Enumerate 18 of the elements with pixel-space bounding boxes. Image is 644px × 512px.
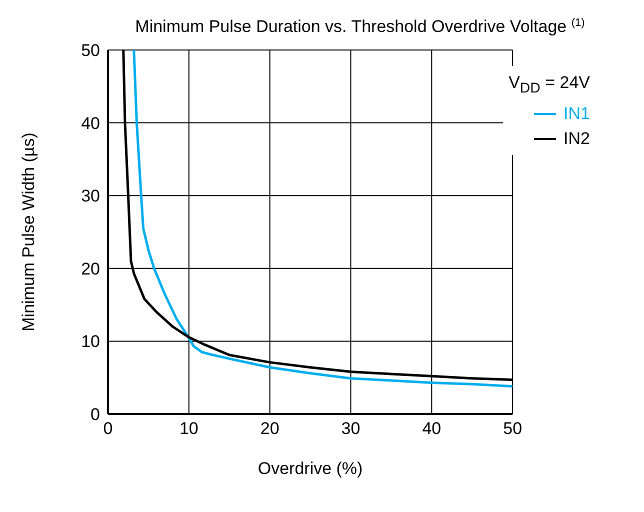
y-tick-label: 50: [81, 41, 100, 60]
legend-label: IN2: [562, 128, 590, 150]
y-tick-label: 30: [81, 186, 100, 206]
y-axis-title: Minimum Pulse Width (µs): [19, 132, 38, 332]
chart-title: Minimum Pulse Duration vs. Threshold Overdrive Voltage $^{(1)}$: [135, 17, 585, 36]
y-tick-label: 0: [90, 405, 100, 424]
y-tick-label: 10: [81, 332, 100, 352]
x-tick-label: 10: [179, 419, 198, 438]
x-tick-label: 40: [422, 419, 442, 438]
x-axis-title: Overdrive (%): [258, 459, 363, 478]
y-tick-label: 20: [81, 259, 100, 278]
x-tick-label: 0: [103, 419, 113, 438]
x-tick-label: 20: [260, 419, 280, 438]
legend-title: V$_{DD}$ = 24V: [508, 72, 590, 98]
x-tick-label: 30: [341, 419, 360, 438]
legend-label: IN1: [562, 103, 590, 126]
y-tick-label: 40: [81, 114, 100, 133]
x-tick-label: 50: [503, 419, 522, 438]
